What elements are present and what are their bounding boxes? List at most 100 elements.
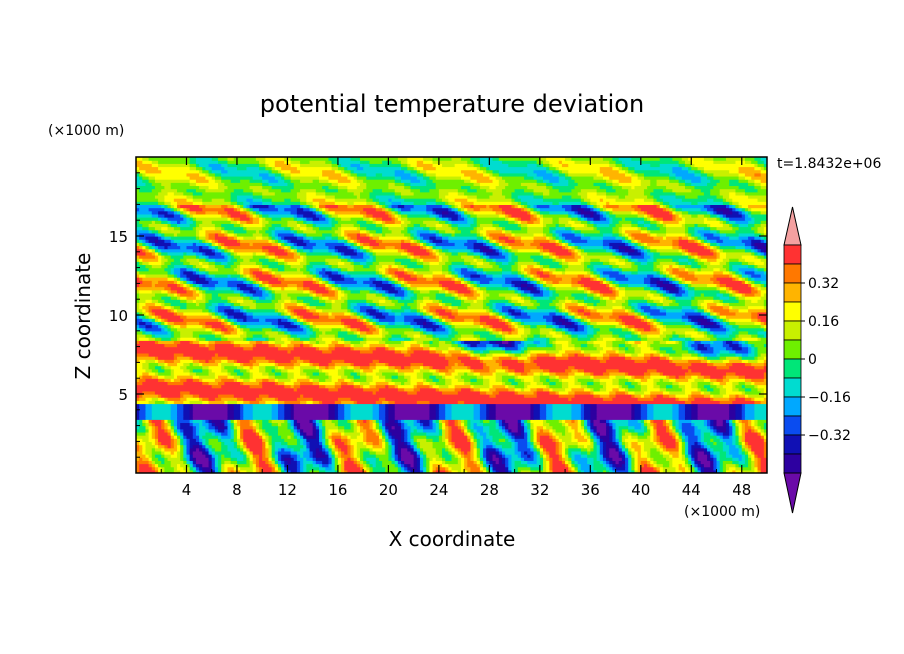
field-cell [669, 337, 673, 341]
field-cell [549, 460, 554, 465]
field-cell [760, 324, 765, 329]
field-cell [684, 469, 692, 473]
field-cell [672, 454, 680, 458]
field-cell [517, 327, 525, 332]
field-cell [457, 422, 462, 427]
field-cell [306, 308, 311, 313]
field-cell [725, 425, 730, 430]
field-cell [148, 318, 153, 322]
field-cell [697, 302, 702, 307]
field-cell [164, 324, 169, 329]
field-cell [508, 308, 516, 313]
field-cell [350, 305, 355, 310]
field-cell [318, 466, 326, 471]
field-cell [527, 438, 531, 442]
field-cell [473, 447, 478, 452]
field-cell [410, 375, 418, 379]
field-cell [423, 311, 427, 316]
field-cell [274, 466, 279, 471]
field-cell [262, 435, 266, 439]
field-cell [470, 381, 484, 386]
field-cell [634, 349, 642, 354]
field-cell [151, 454, 156, 458]
field-cell [514, 384, 525, 389]
field-cell [457, 378, 465, 382]
field-cell [360, 305, 374, 310]
field-cell [246, 444, 263, 449]
field-cell [167, 419, 172, 424]
field-cell [214, 447, 222, 452]
field-cell [599, 419, 607, 424]
field-cell [180, 333, 194, 338]
field-cell [227, 321, 232, 326]
field-cell [688, 346, 692, 351]
field-cell [265, 330, 279, 335]
field-cell [416, 340, 424, 345]
field-cell [599, 444, 604, 449]
field-cell [350, 409, 374, 414]
field-cell [527, 356, 531, 360]
field-cell [571, 425, 579, 430]
field-cell [236, 435, 241, 439]
field-cell [729, 422, 733, 427]
field-cell [678, 431, 683, 436]
field-cell [473, 409, 481, 414]
field-cell [574, 371, 585, 376]
field-cell [442, 428, 446, 433]
field-cell [470, 454, 475, 458]
field-cell [423, 447, 437, 452]
field-cell [378, 302, 396, 307]
field-cell [684, 454, 689, 458]
field-cell [208, 419, 213, 424]
field-cell [240, 450, 244, 455]
field-cell [394, 435, 402, 439]
field-cell [621, 435, 629, 439]
field-cell [148, 419, 153, 424]
field-cell [643, 463, 648, 468]
field-cell [413, 324, 421, 329]
field-cell [221, 311, 225, 316]
field-cell [277, 403, 285, 408]
field-cell [426, 311, 431, 316]
field-cell [435, 428, 440, 433]
field-cell [136, 394, 140, 398]
field-cell [464, 400, 686, 405]
field-cell [284, 457, 292, 461]
field-cell [375, 422, 380, 427]
field-cell [350, 327, 358, 332]
field-cell [243, 447, 248, 452]
field-cell [277, 431, 295, 436]
field-cell [136, 302, 140, 307]
field-cell [681, 343, 686, 348]
field-cell [303, 324, 307, 329]
field-cell [300, 324, 304, 329]
field-cell [432, 444, 446, 449]
field-cell [501, 359, 519, 363]
field-cell [227, 359, 235, 363]
field-cell [536, 428, 541, 433]
field-cell [643, 371, 651, 376]
field-cell [669, 394, 677, 398]
field-cell [404, 441, 408, 446]
field-cell [678, 450, 683, 455]
field-cell [637, 469, 642, 473]
field-cell [360, 318, 364, 322]
field-cell [337, 463, 342, 468]
field-cell [164, 428, 169, 433]
field-cell [195, 469, 200, 473]
field-cell [233, 419, 238, 424]
field-cell [514, 469, 519, 473]
field-cell [489, 315, 497, 319]
field-cell [511, 324, 516, 329]
field-cell [227, 428, 232, 433]
field-cell [170, 406, 178, 411]
field-cell [325, 422, 336, 427]
field-cell [445, 321, 449, 326]
field-cell [350, 397, 380, 401]
field-cell [653, 425, 658, 430]
field-cell [615, 318, 623, 322]
field-cell [255, 422, 260, 427]
field-cell [454, 333, 462, 338]
field-cell [388, 450, 393, 455]
field-cell [151, 403, 172, 408]
